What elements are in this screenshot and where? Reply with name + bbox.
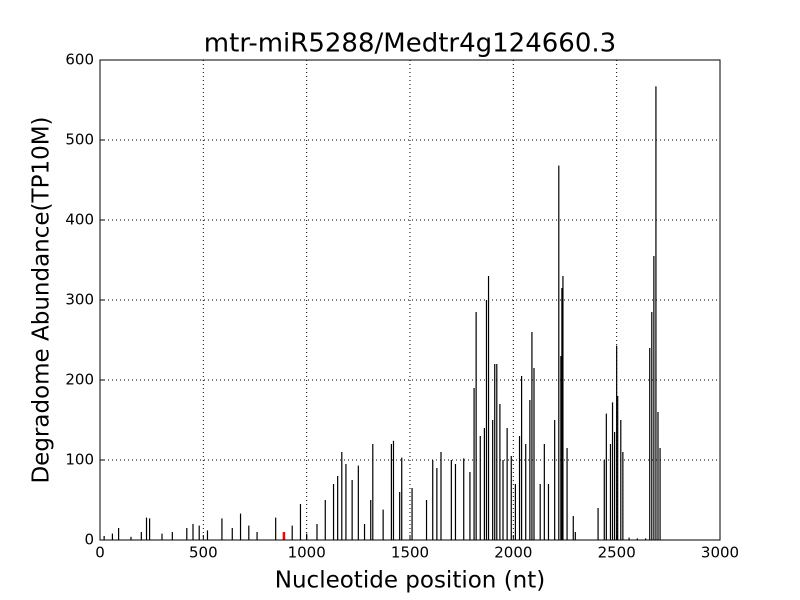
x-tick-label: 1000 (288, 544, 326, 562)
plot-frame (99, 59, 721, 541)
x-tick-label: 0 (95, 544, 105, 562)
y-tick-label: 200 (65, 371, 94, 389)
x-tick-label: 2000 (494, 544, 532, 562)
y-tick-label: 100 (65, 451, 94, 469)
x-axis-label: Nucleotide position (nt) (275, 568, 545, 594)
x-tick-label: 3000 (701, 544, 739, 562)
chart-title: mtr-miR5288/Medtr4g124660.3 (204, 29, 616, 59)
y-tick-label: 300 (65, 291, 94, 309)
x-tick-label: 1500 (391, 544, 429, 562)
y-axis-label: Degradome Abundance(TP10M) (29, 116, 55, 483)
x-tick-label: 500 (189, 544, 218, 562)
y-tick-label: 500 (65, 131, 94, 149)
y-tick-label: 0 (84, 531, 94, 549)
y-tick-label: 600 (65, 51, 94, 69)
x-tick-label: 2500 (598, 544, 636, 562)
y-tick-label: 400 (65, 211, 94, 229)
